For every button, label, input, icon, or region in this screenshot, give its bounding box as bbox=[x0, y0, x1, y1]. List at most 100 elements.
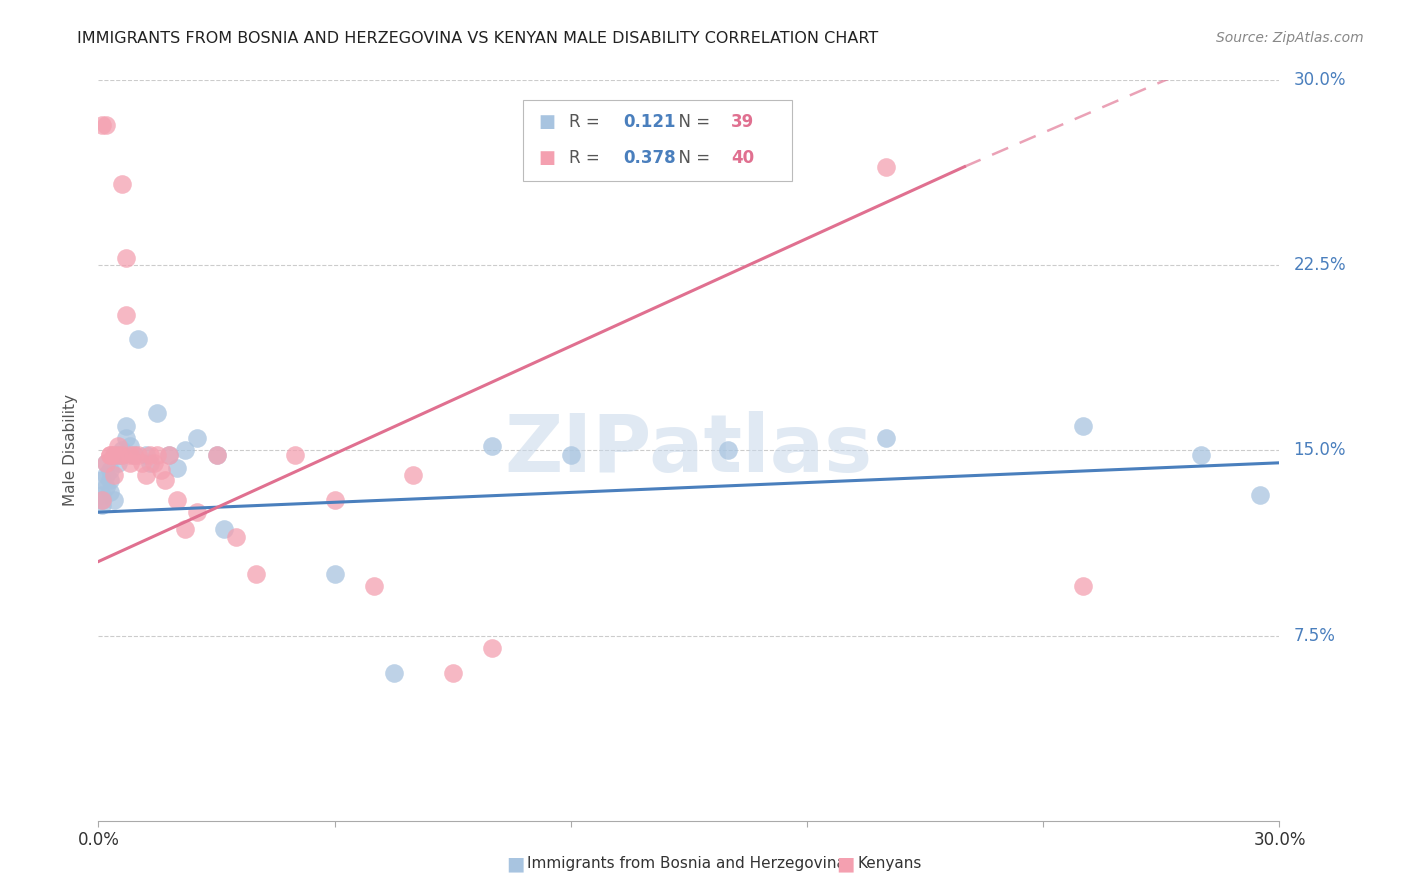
Point bbox=[245, 566, 267, 581]
Text: Source: ZipAtlas.com: Source: ZipAtlas.com bbox=[1216, 31, 1364, 45]
Text: R =: R = bbox=[569, 149, 606, 167]
Point bbox=[91, 488, 114, 502]
Point bbox=[115, 418, 138, 433]
Point bbox=[323, 566, 346, 581]
Point bbox=[1071, 579, 1094, 593]
Point bbox=[205, 449, 228, 463]
Point bbox=[155, 473, 177, 487]
Text: 0.121: 0.121 bbox=[623, 113, 675, 131]
Point bbox=[382, 665, 405, 680]
Point bbox=[91, 473, 114, 487]
Point bbox=[1071, 418, 1094, 433]
Point bbox=[103, 492, 125, 507]
Point bbox=[107, 456, 129, 470]
Point bbox=[481, 640, 503, 655]
Text: 30.0%: 30.0% bbox=[1294, 71, 1346, 89]
Point bbox=[205, 449, 228, 463]
Text: ■: ■ bbox=[538, 113, 555, 131]
Point bbox=[118, 438, 141, 452]
Text: ■: ■ bbox=[538, 149, 555, 167]
Point bbox=[111, 443, 134, 458]
Point bbox=[142, 456, 165, 470]
Point bbox=[96, 118, 118, 132]
Text: Kenyans: Kenyans bbox=[858, 856, 922, 871]
Point bbox=[115, 251, 138, 265]
Point bbox=[166, 460, 188, 475]
Text: R =: R = bbox=[569, 113, 606, 131]
Point bbox=[284, 449, 307, 463]
Point bbox=[115, 308, 138, 322]
Point bbox=[146, 407, 169, 421]
Point bbox=[118, 449, 141, 463]
Point bbox=[127, 449, 149, 463]
Text: 39: 39 bbox=[731, 113, 755, 131]
Text: 15.0%: 15.0% bbox=[1294, 442, 1346, 459]
Point bbox=[103, 449, 125, 463]
Point bbox=[323, 492, 346, 507]
Point bbox=[1249, 488, 1271, 502]
Text: ■: ■ bbox=[837, 854, 855, 873]
Point bbox=[135, 468, 157, 483]
Point bbox=[166, 492, 188, 507]
Point bbox=[127, 332, 149, 346]
Point bbox=[115, 431, 138, 445]
Y-axis label: Male Disability: Male Disability bbox=[63, 394, 77, 507]
Point bbox=[363, 579, 385, 593]
Point bbox=[98, 485, 121, 500]
Point bbox=[146, 449, 169, 463]
Text: Immigrants from Bosnia and Herzegovina: Immigrants from Bosnia and Herzegovina bbox=[527, 856, 846, 871]
Point bbox=[174, 443, 197, 458]
Text: 22.5%: 22.5% bbox=[1294, 256, 1346, 275]
Point bbox=[441, 665, 464, 680]
Point bbox=[107, 449, 129, 463]
Point bbox=[1189, 449, 1212, 463]
Point bbox=[717, 443, 740, 458]
Point bbox=[186, 431, 208, 445]
Point bbox=[122, 449, 145, 463]
Point bbox=[111, 449, 134, 463]
Point bbox=[875, 160, 897, 174]
Point bbox=[481, 438, 503, 452]
Text: ■: ■ bbox=[506, 854, 524, 873]
Point bbox=[107, 438, 129, 452]
Point bbox=[91, 492, 114, 507]
Point bbox=[875, 431, 897, 445]
Point bbox=[214, 523, 236, 537]
Point bbox=[111, 177, 134, 191]
Point bbox=[107, 449, 129, 463]
Point bbox=[98, 463, 121, 477]
Point bbox=[98, 449, 121, 463]
Point bbox=[96, 480, 118, 494]
Text: N =: N = bbox=[668, 149, 716, 167]
Text: 7.5%: 7.5% bbox=[1294, 626, 1336, 645]
Point bbox=[118, 456, 141, 470]
Point bbox=[225, 530, 247, 544]
Point bbox=[402, 468, 425, 483]
Point bbox=[103, 468, 125, 483]
Point bbox=[103, 449, 125, 463]
Point bbox=[131, 456, 153, 470]
Point bbox=[174, 523, 197, 537]
Point bbox=[96, 468, 118, 483]
Point bbox=[138, 449, 160, 463]
Point bbox=[560, 449, 582, 463]
Point bbox=[91, 498, 114, 512]
Point bbox=[91, 118, 114, 132]
Point bbox=[157, 449, 180, 463]
Point bbox=[91, 492, 114, 507]
Text: 40: 40 bbox=[731, 149, 754, 167]
Point bbox=[96, 456, 118, 470]
Text: ZIPatlas: ZIPatlas bbox=[505, 411, 873, 490]
Point bbox=[150, 463, 173, 477]
Point bbox=[122, 449, 145, 463]
Point bbox=[111, 449, 134, 463]
Point bbox=[135, 449, 157, 463]
Point bbox=[138, 456, 160, 470]
Point bbox=[186, 505, 208, 519]
Point bbox=[98, 473, 121, 487]
Point bbox=[98, 449, 121, 463]
Text: IMMIGRANTS FROM BOSNIA AND HERZEGOVINA VS KENYAN MALE DISABILITY CORRELATION CHA: IMMIGRANTS FROM BOSNIA AND HERZEGOVINA V… bbox=[77, 31, 879, 46]
Text: 0.378: 0.378 bbox=[623, 149, 675, 167]
Point bbox=[96, 456, 118, 470]
Point bbox=[157, 449, 180, 463]
